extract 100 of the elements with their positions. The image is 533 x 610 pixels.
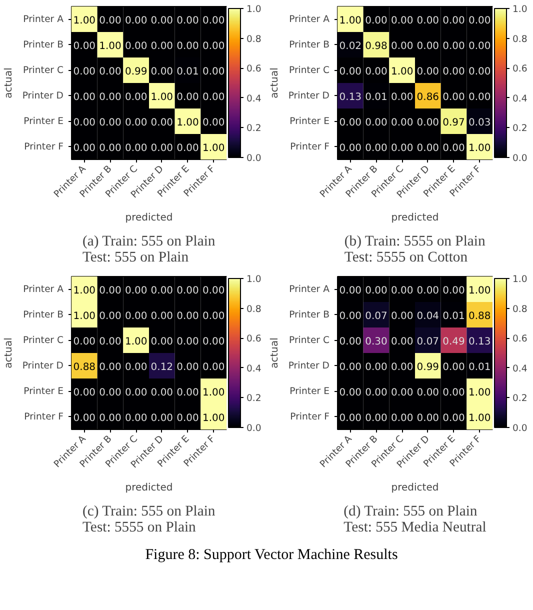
data-label: 0.00 — [150, 412, 174, 424]
data-label: 1.00 — [124, 336, 148, 348]
data-label: 0.00 — [468, 66, 491, 78]
y-tick-label: Printer B — [23, 39, 64, 50]
data-label: 0.00 — [416, 285, 440, 296]
data-label: 0.00 — [150, 142, 174, 154]
data-label: 1.00 — [202, 412, 225, 424]
data-label: 0.00 — [442, 66, 465, 78]
color-bar-label: 0.8 — [512, 34, 528, 45]
color-bar-label: 0.4 — [512, 363, 528, 374]
data-label: 1.00 — [202, 142, 225, 154]
color-bar-label: 0.8 — [246, 304, 262, 315]
data-label: 0.00 — [176, 92, 199, 103]
y-tick-label: Printer E — [24, 116, 64, 127]
data-label: 0.00 — [176, 336, 199, 348]
data-label: 0.00 — [365, 387, 388, 398]
x-axis-title: predicted — [391, 212, 439, 224]
data-label: 1.00 — [73, 15, 96, 26]
data-label: 0.00 — [390, 142, 414, 154]
data-label: 0.00 — [442, 15, 465, 26]
data-label: 0.00 — [339, 66, 362, 78]
color-bar-label: 1.0 — [512, 274, 528, 285]
y-tick-label: Printer B — [23, 309, 64, 320]
data-label: 0.00 — [150, 66, 174, 78]
data-label: 0.00 — [442, 285, 465, 296]
data-label: 0.00 — [124, 117, 148, 128]
data-label: 0.00 — [416, 40, 440, 52]
data-label: 0.01 — [468, 362, 491, 373]
data-label: 0.00 — [365, 285, 388, 296]
color-bar-label: 0.0 — [246, 153, 262, 164]
x-axis-title: predicted — [391, 482, 439, 494]
data-label: 0.00 — [124, 412, 148, 424]
data-label: 0.99 — [416, 362, 440, 373]
y-tick-label: Printer E — [24, 386, 64, 397]
text: (b) Train: 5555 on Plain Test: 5555 on Cotton — [344, 234, 486, 266]
data-label: 0.00 — [99, 310, 122, 322]
data-label: 0.00 — [124, 362, 148, 373]
y-tick-label: Printer A — [23, 284, 64, 295]
data-label: 0.00 — [150, 336, 174, 348]
color-bar-label: 1.0 — [246, 274, 262, 285]
data-label: 1.00 — [468, 387, 491, 398]
y-tick-label: Printer C — [22, 334, 64, 346]
data-label: 0.00 — [202, 336, 225, 348]
data-label: 0.00 — [176, 387, 199, 398]
data-label: 0.00 — [124, 285, 148, 296]
data-label: 0.98 — [365, 40, 388, 52]
color-bar-label: 0.2 — [512, 123, 528, 134]
data-label: 0.00 — [99, 66, 122, 78]
data-label: 0.00 — [150, 310, 174, 322]
data-label: 0.00 — [99, 285, 122, 296]
y-tick-label: Printer B — [289, 309, 330, 320]
data-label: 0.00 — [99, 336, 122, 348]
data-label: 0.49 — [442, 336, 465, 348]
color-bar-label: 0.2 — [246, 393, 262, 404]
data-label: 0.01 — [365, 92, 388, 103]
data-label: 1.00 — [468, 412, 491, 424]
data-label: 0.88 — [468, 310, 491, 322]
data-label: 0.01 — [442, 310, 465, 322]
data-label: 0.00 — [390, 92, 414, 103]
data-label: 0.00 — [99, 92, 122, 103]
data-label: 0.00 — [176, 310, 199, 322]
data-label: 0.88 — [73, 362, 96, 373]
data-label: 0.00 — [442, 92, 465, 103]
y-tick-label: Printer D — [288, 360, 330, 372]
data-label: 0.00 — [73, 66, 96, 78]
color-bar-label: 0.4 — [512, 93, 528, 104]
data-label: 0.00 — [339, 362, 362, 373]
data-label: 0.00 — [390, 15, 414, 26]
data-label: 0.00 — [390, 40, 414, 52]
data-label: 0.00 — [176, 362, 199, 373]
color-bar-label: 0.2 — [512, 393, 528, 404]
x-axis-title: predicted — [125, 212, 173, 224]
data-label: 0.00 — [176, 40, 199, 52]
y-axis-title: actual — [269, 68, 280, 98]
data-label: 0.13 — [339, 92, 362, 103]
data-label: 0.00 — [442, 387, 465, 398]
data-label: 1.00 — [150, 92, 174, 103]
data-label: 0.00 — [150, 285, 174, 296]
data-label: 0.00 — [99, 15, 122, 26]
data-label: 0.00 — [390, 362, 414, 373]
data-label: 0.00 — [124, 142, 148, 154]
data-label: 0.00 — [390, 310, 414, 322]
data-label: 0.00 — [468, 40, 491, 52]
data-label: 0.00 — [202, 362, 225, 373]
data-label: 0.00 — [202, 92, 225, 103]
y-tick-label: Printer D — [22, 360, 64, 372]
color-bar-label: 0.4 — [246, 363, 262, 374]
caption: Figure 8: Support Vector Machine Results — [145, 546, 398, 565]
y-tick-label: Printer F — [24, 141, 64, 152]
data-label: 0.00 — [202, 66, 225, 78]
data-label: 0.00 — [99, 362, 122, 373]
color-bar-label: 1.0 — [512, 4, 528, 15]
data-label: 0.00 — [124, 387, 148, 398]
data-label: 0.00 — [99, 142, 122, 154]
data-label: 1.00 — [99, 40, 122, 52]
data-label: 0.00 — [150, 117, 174, 128]
data-label: 0.02 — [339, 40, 362, 52]
data-label: 0.00 — [339, 142, 362, 154]
color-bar-label: 0.0 — [512, 153, 528, 164]
data-label: 1.00 — [339, 15, 362, 26]
